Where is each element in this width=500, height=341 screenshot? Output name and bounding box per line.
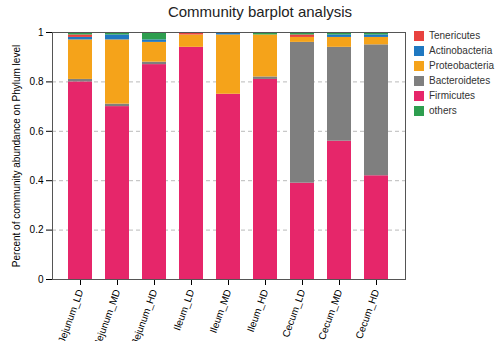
svg-text:Ileum_MD: Ileum_MD (207, 288, 233, 335)
svg-text:Ileum_HD: Ileum_HD (245, 288, 271, 334)
html-text:Firmicutes: Firmicutes (429, 90, 476, 101)
svg-text:Cecum_MD: Cecum_MD (316, 288, 344, 341)
html-text:Actinobacteria: Actinobacteria (429, 45, 493, 56)
html-text:Community barplot analysis: Community barplot analysis (167, 3, 353, 20)
svg-text:Jejunum_LD: Jejunum_LD (56, 288, 86, 341)
html-text:Bacteroidetes: Bacteroidetes (429, 75, 491, 86)
svg-text:Ileum_LD: Ileum_LD (171, 288, 196, 332)
svg-text:Cecum_HD: Cecum_HD (353, 288, 381, 340)
svg-text:Cecum_LD: Cecum_LD (280, 288, 307, 339)
svg-text:Jejunum_HD: Jejunum_HD (129, 288, 159, 341)
svg-text:1: 1 (38, 27, 44, 38)
svg-text:0.8: 0.8 (30, 76, 44, 87)
svg-text:0.6: 0.6 (30, 126, 44, 137)
svg-text:Jejunum_MD: Jejunum_MD (92, 288, 122, 341)
html-text:others: others (429, 105, 457, 116)
html-text:Tenericutes: Tenericutes (429, 30, 481, 41)
html-text:Proteobacteria: Proteobacteria (429, 60, 494, 71)
svg-text:0.2: 0.2 (30, 224, 44, 235)
svg-text:Percent of community abundance: Percent of community abundance on Phylum… (11, 45, 22, 267)
svg-text:0: 0 (38, 274, 44, 285)
svg-text:0.4: 0.4 (30, 175, 44, 186)
